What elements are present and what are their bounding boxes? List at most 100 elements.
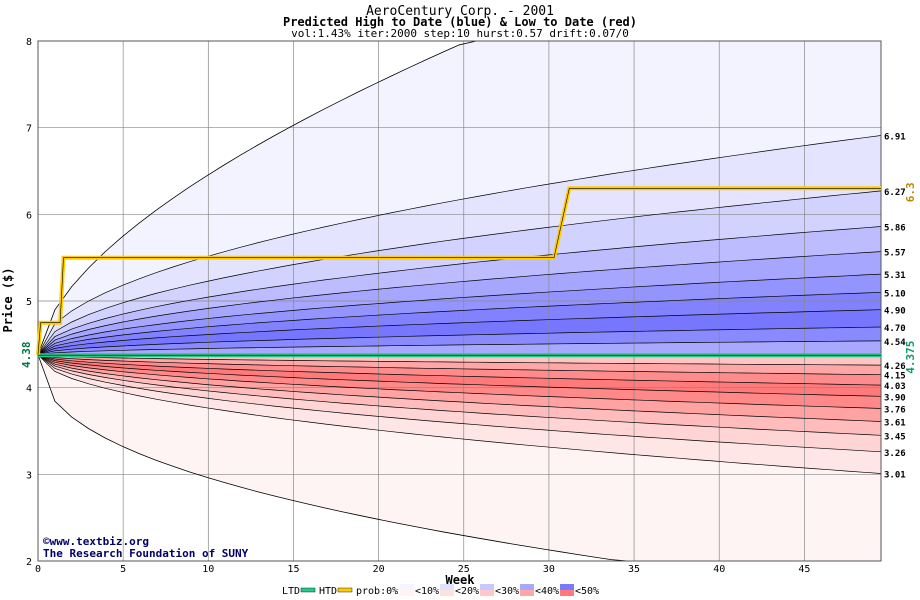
x-tick-label: 30 — [543, 564, 555, 575]
percentile-line — [37, 135, 882, 355]
chart-params: vol:1.43% iter:2000 step:10 hurst:0.57 d… — [291, 27, 629, 40]
legend-label: <10% — [415, 586, 439, 597]
x-tick-label: 35 — [628, 564, 640, 575]
percentile-line — [37, 354, 882, 436]
legend-label: prob:0% — [356, 586, 398, 597]
low-band-7 — [38, 354, 881, 452]
legend-swatch-red — [560, 590, 574, 596]
watermark-url: ©www.textbiz.org — [43, 535, 149, 548]
htd-end-label: 6.3 — [904, 182, 917, 202]
plot-frame — [37, 40, 882, 562]
x-tick-label: 45 — [798, 564, 810, 575]
htd-line-core — [37, 188, 881, 355]
legend-line-swatch — [300, 587, 316, 593]
low-band-4 — [38, 354, 881, 409]
legend-swatch-red — [520, 590, 534, 596]
y-tick-label: 6 — [26, 210, 32, 221]
end-value-label: 4.03 — [884, 382, 906, 392]
low-band-3 — [38, 354, 881, 397]
percentile-line — [37, 291, 882, 356]
high-band-0 — [38, 41, 881, 355]
x-tick-label: 40 — [713, 564, 725, 575]
high-band-6 — [38, 292, 881, 355]
percentile-line — [37, 354, 882, 386]
end-value-label: 4.70 — [884, 324, 906, 334]
y-tick-label: 2 — [26, 557, 32, 568]
end-value-label: 3.76 — [884, 405, 906, 415]
x-tick-label: 10 — [202, 564, 214, 575]
y-tick-label: 5 — [26, 297, 32, 308]
percentile-line — [37, 273, 882, 355]
end-value-label: 3.45 — [884, 432, 906, 442]
end-value-label: 4.15 — [884, 372, 906, 382]
watermark-org: The Research Foundation of SUNY — [43, 547, 249, 560]
percentile-line — [37, 309, 882, 356]
end-value-label: 5.10 — [884, 289, 906, 299]
chart-title: AeroCentury Corp. - 2001 — [366, 4, 554, 19]
end-value-label: 4.26 — [884, 362, 906, 372]
legend-label: <40% — [535, 586, 559, 597]
legend-label: HTD — [319, 586, 337, 597]
low-band-5 — [38, 354, 881, 422]
x-axis-label: Week — [446, 573, 476, 587]
high-band-4 — [38, 251, 881, 355]
plot-area: 0 5 10 15 20 25 30 35 40 4523456786.916.275.865.5… — [20, 37, 917, 575]
legend-swatch-blue — [400, 584, 414, 590]
end-value-label: 5.31 — [884, 271, 906, 281]
high-band-9 — [38, 340, 881, 355]
percentile-line — [37, 190, 882, 355]
legend-swatch-blue — [520, 584, 534, 590]
legend-swatch-blue — [440, 584, 454, 590]
legend: LTD HTD prob:0% <10% <20% <30% <40% <50% — [282, 584, 599, 597]
start-price-label: 4.38 — [20, 341, 33, 368]
low-band-1 — [38, 354, 881, 375]
percentile-line — [37, 226, 882, 355]
legend-line-swatch — [337, 587, 353, 593]
percentile-line — [37, 354, 882, 376]
low-band-6 — [38, 354, 881, 436]
low-band-2 — [38, 354, 881, 386]
percentile-line — [37, 251, 882, 355]
x-tick-label: 25 — [458, 564, 470, 575]
end-value-label: 6.91 — [884, 132, 906, 142]
high-band-3 — [38, 226, 881, 355]
end-value-label: 3.26 — [884, 449, 906, 459]
ltd-end-label: 4.375 — [904, 341, 917, 374]
high-band-5 — [38, 274, 881, 355]
percentile-line — [37, 326, 882, 356]
end-value-label: 6.27 — [884, 188, 906, 198]
legend-swatch-red — [440, 590, 454, 596]
percentile-line — [37, 354, 882, 409]
y-tick-label: 8 — [26, 37, 32, 48]
x-tick-label: 0 — [35, 564, 41, 575]
y-tick-label: 3 — [26, 470, 32, 481]
percentile-line — [37, 354, 882, 397]
legend-swatch-blue — [560, 584, 574, 590]
legend-label: <50% — [575, 586, 599, 597]
end-value-label: 5.57 — [884, 249, 906, 259]
x-tick-label: 20 — [373, 564, 385, 575]
x-tick-label: 15 — [287, 564, 299, 575]
percentile-line — [37, 354, 882, 474]
low-band-9 — [38, 354, 881, 561]
end-value-label: 3.90 — [884, 393, 906, 403]
low-band-0 — [38, 354, 881, 366]
legend-swatch-blue — [480, 584, 494, 590]
high-band-2 — [38, 190, 881, 355]
chart-subtitle: Predicted High to Date (blue) & Low to D… — [283, 15, 637, 29]
legend-label: LTD — [282, 586, 300, 597]
percentile-line — [37, 340, 882, 356]
legend-swatch-red — [480, 590, 494, 596]
y-tick-label: 4 — [26, 384, 32, 395]
percentile-line — [37, 354, 882, 422]
end-value-label: 3.61 — [884, 418, 906, 428]
legend-label: <20% — [455, 586, 479, 597]
end-value-label: 4.90 — [884, 307, 906, 317]
end-value-label: 4.54 — [884, 338, 906, 348]
y-axis-label: Price ($) — [1, 267, 15, 332]
percentile-line — [37, 354, 882, 366]
end-value-label: 3.01 — [884, 470, 906, 480]
high-band-7 — [38, 309, 881, 355]
y-tick-label: 7 — [26, 124, 32, 135]
